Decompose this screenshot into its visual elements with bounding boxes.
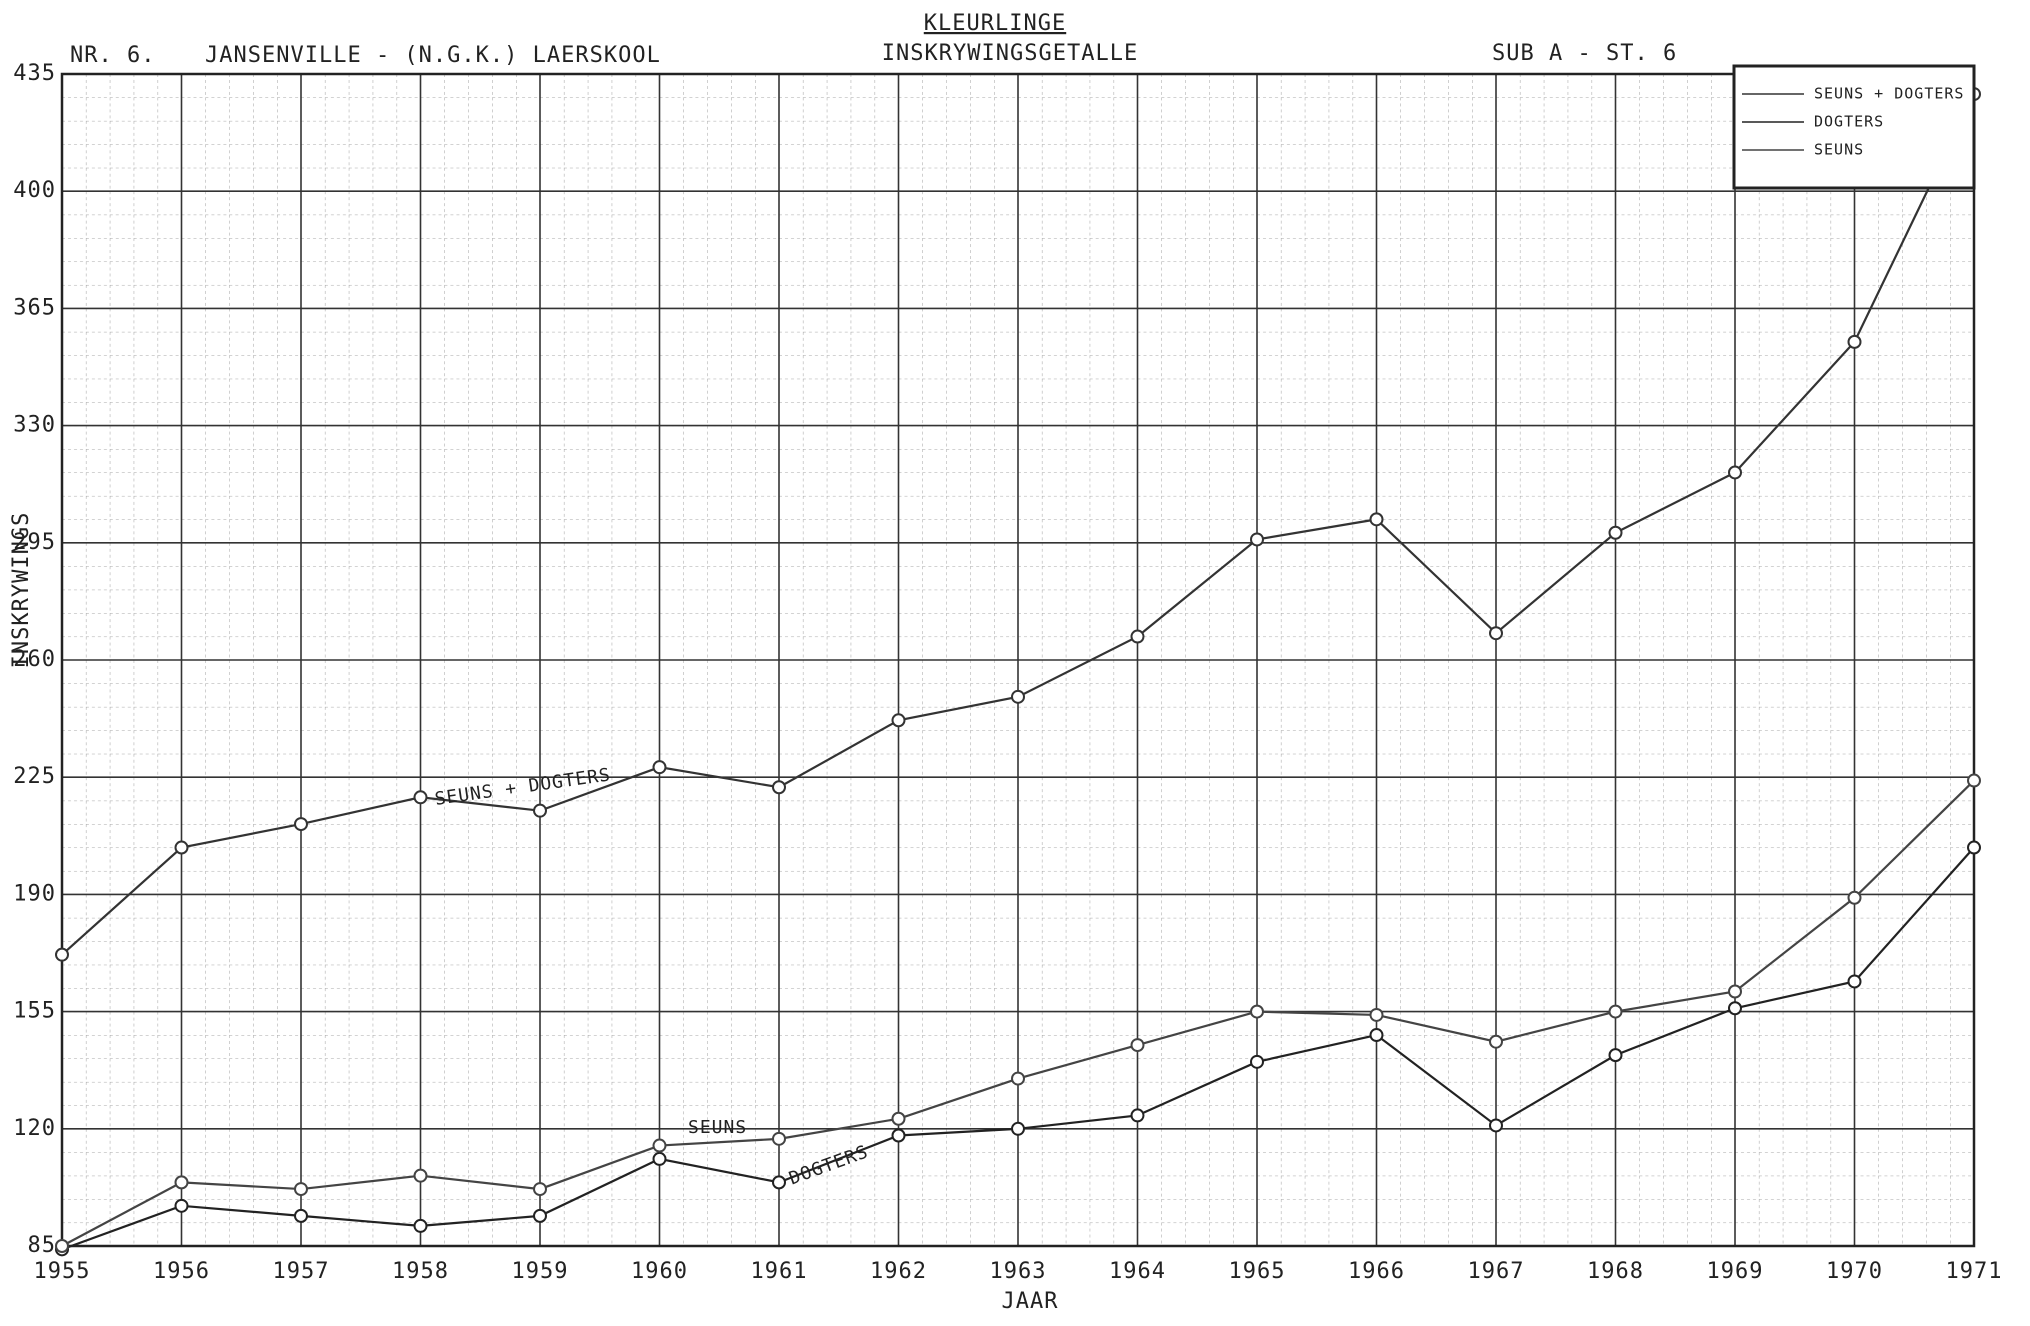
legend-box xyxy=(1732,64,1976,190)
x-tick-label: 1957 xyxy=(273,1259,330,1284)
data-point xyxy=(1011,1071,1025,1086)
data-point xyxy=(1728,465,1742,480)
x-tick-label: 1967 xyxy=(1468,1259,1525,1284)
x-tick-label: 1970 xyxy=(1826,1259,1883,1284)
data-point xyxy=(174,1175,189,1190)
data-point xyxy=(174,1198,189,1213)
data-point xyxy=(1369,1028,1384,1043)
data-point xyxy=(1250,1054,1264,1069)
y-tick-label: 120 xyxy=(13,1116,56,1141)
legend-label: SEUNS xyxy=(1814,141,1864,159)
data-point xyxy=(1130,1108,1145,1123)
legend-label: SEUNS + DOGTERS xyxy=(1814,85,1964,103)
data-point xyxy=(1489,1034,1503,1049)
data-point xyxy=(1608,525,1623,540)
data-point xyxy=(1847,974,1862,989)
x-tick-label: 1963 xyxy=(990,1259,1047,1284)
y-tick-label: 330 xyxy=(13,413,56,438)
x-tick-label: 1961 xyxy=(751,1259,808,1284)
data-point xyxy=(652,760,667,775)
data-point xyxy=(1369,1007,1384,1022)
x-tick-label: 1958 xyxy=(392,1259,449,1284)
data-point xyxy=(1608,1048,1623,1063)
data-point xyxy=(1250,532,1264,547)
x-axis-label: JAAR xyxy=(1002,1289,1059,1314)
header-left: NR. 6. xyxy=(70,43,155,68)
x-tick-label: 1962 xyxy=(870,1259,927,1284)
y-tick-label: 295 xyxy=(13,530,56,555)
data-point xyxy=(1130,629,1145,644)
data-point xyxy=(1728,1001,1742,1016)
y-tick-label: 190 xyxy=(13,881,56,906)
data-point xyxy=(1728,984,1742,999)
data-point xyxy=(772,1175,786,1190)
data-point xyxy=(1011,1121,1025,1136)
y-tick-label: 155 xyxy=(13,999,56,1024)
data-point xyxy=(1847,334,1862,349)
data-point xyxy=(1967,840,1981,855)
data-point xyxy=(1369,512,1384,527)
y-tick-label: 435 xyxy=(13,61,56,86)
data-point xyxy=(533,1182,547,1197)
data-point xyxy=(413,790,428,805)
x-tick-label: 1956 xyxy=(153,1259,210,1284)
school-name: JANSENVILLE - (N.G.K.) LAERSKOOL xyxy=(205,43,661,68)
x-tick-label: 1964 xyxy=(1109,1259,1166,1284)
data-point xyxy=(294,1208,308,1223)
chart-title: INSKRYWINGSGETALLE xyxy=(882,41,1138,66)
data-point xyxy=(1967,773,1981,788)
x-tick-label: 1966 xyxy=(1348,1259,1405,1284)
data-point xyxy=(55,947,69,962)
data-point xyxy=(891,713,906,728)
data-point xyxy=(772,1131,786,1146)
y-axis-label: INSKRYWINGS xyxy=(9,512,34,669)
x-tick-label: 1971 xyxy=(1946,1259,2003,1284)
y-tick-label: 85 xyxy=(28,1233,57,1258)
x-tick-label: 1960 xyxy=(631,1259,688,1284)
data-point xyxy=(55,1239,69,1253)
data-point xyxy=(1130,1038,1145,1053)
data-point xyxy=(652,1151,667,1166)
data-point xyxy=(533,1208,547,1223)
header-right: SUB A - ST. 6 xyxy=(1492,41,1677,66)
plot-frame xyxy=(60,72,1976,1248)
data-point xyxy=(413,1218,428,1233)
data-point xyxy=(772,780,786,795)
series-annotation: SEUNS xyxy=(688,1117,747,1138)
data-point xyxy=(533,803,547,818)
y-tick-label: 225 xyxy=(13,764,56,789)
data-point xyxy=(174,840,189,855)
title-top: KLEURLINGE xyxy=(924,11,1066,36)
data-point xyxy=(891,1111,906,1126)
data-point xyxy=(1608,1004,1623,1019)
x-tick-label: 1955 xyxy=(34,1259,91,1284)
data-point xyxy=(1011,689,1025,704)
y-tick-label: 400 xyxy=(13,178,56,203)
data-point xyxy=(891,1128,906,1143)
y-tick-label: 260 xyxy=(13,647,56,672)
x-tick-label: 1965 xyxy=(1229,1259,1286,1284)
x-tick-label: 1969 xyxy=(1707,1259,1764,1284)
x-tick-label: 1959 xyxy=(512,1259,569,1284)
data-point xyxy=(1489,1118,1503,1133)
data-point xyxy=(294,1182,308,1197)
legend-label: DOGTERS xyxy=(1814,113,1884,131)
data-point xyxy=(1847,890,1862,905)
y-tick-label: 365 xyxy=(13,295,56,320)
data-point xyxy=(294,817,308,832)
x-tick-label: 1968 xyxy=(1587,1259,1644,1284)
data-point xyxy=(1250,1004,1264,1019)
data-point xyxy=(652,1138,667,1153)
data-point xyxy=(413,1168,428,1183)
data-point xyxy=(1489,626,1503,641)
